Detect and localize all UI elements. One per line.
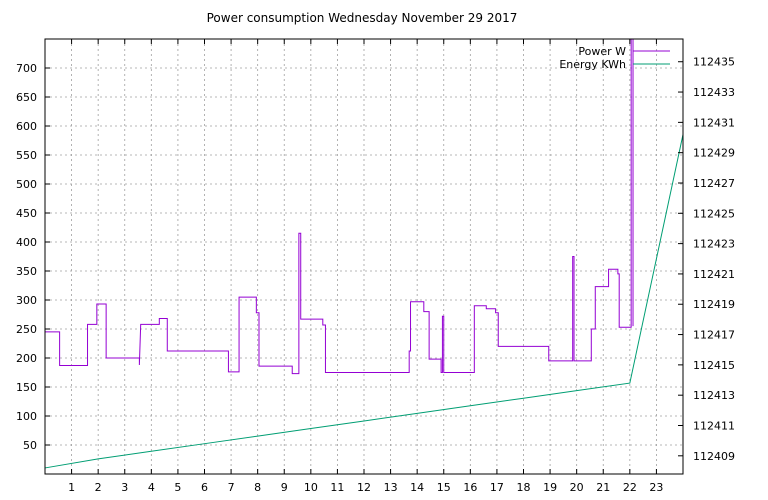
y2-tick-label: 112435	[693, 56, 735, 69]
x-tick-label: 13	[384, 481, 398, 494]
y-tick-label: 150	[16, 381, 37, 394]
x-tick-label: 16	[463, 481, 477, 494]
x-tick-label: 8	[254, 481, 261, 494]
power-series-line	[45, 38, 634, 375]
y-tick-label: 500	[16, 178, 37, 191]
x-tick-label: 12	[357, 481, 371, 494]
y2-tick-label: 112413	[693, 389, 735, 402]
x-tick-label: 15	[437, 481, 451, 494]
y2-tick-label: 112419	[693, 298, 735, 311]
x-tick-label: 5	[174, 481, 181, 494]
y2-tick-label: 112423	[693, 238, 735, 251]
y-tick-label: 450	[16, 207, 37, 220]
y-tick-label: 100	[16, 410, 37, 423]
y2-tick-label: 112433	[693, 86, 735, 99]
y2-tick-label: 112427	[693, 177, 735, 190]
x-tick-label: 1	[68, 481, 75, 494]
y2-tick-label: 112421	[693, 268, 735, 281]
y-tick-label: 200	[16, 352, 37, 365]
y-tick-label: 50	[23, 439, 37, 452]
x-tick-label: 4	[148, 481, 155, 494]
y-tick-label: 600	[16, 120, 37, 133]
y-tick-label: 650	[16, 91, 37, 104]
x-tick-label: 22	[623, 481, 637, 494]
x-tick-label: 10	[304, 481, 318, 494]
y-tick-label: 350	[16, 265, 37, 278]
y2-tick-label: 112425	[693, 207, 735, 220]
x-tick-label: 3	[121, 481, 128, 494]
y2-tick-label: 112417	[693, 329, 735, 342]
energy-series-line	[44, 134, 684, 469]
grid-lines	[45, 39, 683, 474]
x-tick-label: 6	[201, 481, 208, 494]
x-tick-label: 21	[596, 481, 610, 494]
y2-tick-label: 112431	[693, 116, 735, 129]
y-tick-label: 400	[16, 236, 37, 249]
y-tick-label: 700	[16, 62, 37, 75]
y2-tick-label: 112415	[693, 359, 735, 372]
x-tick-label: 19	[543, 481, 557, 494]
x-tick-label: 11	[330, 481, 344, 494]
y-tick-label: 550	[16, 149, 37, 162]
legend-energy-label: Energy KWh	[559, 58, 626, 71]
x-tick-label: 7	[228, 481, 235, 494]
x-tick-label: 23	[649, 481, 663, 494]
y2-tick-label: 112429	[693, 147, 735, 160]
axis-ticks: 1 2 3 4 5 6 7 8 9 10 11 12 13 14 15 16 17 18 19 20 21 22 23501…	[16, 39, 735, 494]
x-tick-label: 9	[281, 481, 288, 494]
y-tick-label: 250	[16, 323, 37, 336]
chart-title: Power consumption Wednesday November 29 …	[207, 11, 518, 25]
x-tick-label: 14	[410, 481, 424, 494]
y2-tick-label: 112411	[693, 419, 735, 432]
y2-tick-label: 112409	[693, 450, 735, 463]
x-tick-label: 2	[95, 481, 102, 494]
legend: Power W Energy KWh	[559, 45, 670, 71]
x-tick-label: 18	[517, 481, 531, 494]
x-tick-label: 20	[570, 481, 584, 494]
legend-power-label: Power W	[578, 45, 626, 58]
y-tick-label: 300	[16, 294, 37, 307]
x-tick-label: 17	[490, 481, 504, 494]
series-layer	[44, 38, 684, 469]
